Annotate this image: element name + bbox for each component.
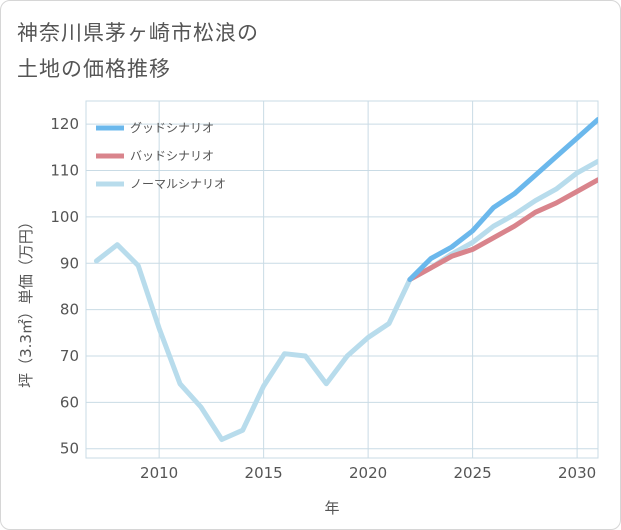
x-axis-ticks: 2010 2015 2020 2025 2030: [140, 464, 596, 482]
x-tick-label: 2015: [245, 464, 283, 482]
x-tick-label: 2030: [558, 464, 596, 482]
legend-label[interactable]: グッドシナリオ: [130, 121, 214, 135]
y-tick-label: 100: [50, 208, 79, 226]
y-tick-label: 50: [60, 440, 79, 458]
legend-label[interactable]: バッドシナリオ: [130, 149, 214, 163]
chart-title: 神奈川県茅ヶ崎市松浪の 土地の価格推移: [17, 15, 377, 87]
legend-label[interactable]: ノーマルシナリオ: [130, 177, 226, 191]
series-line-1: [407, 117, 598, 282]
series-line-3: [93, 158, 598, 442]
x-tick-label: 2010: [140, 464, 178, 482]
chart-title-line2: 土地の価格推移: [17, 57, 171, 81]
x-axis-label: 年: [324, 499, 339, 517]
y-tick-label: 70: [60, 347, 79, 365]
y-tick-label: 60: [60, 393, 79, 411]
y-axis-ticks: 50 60 70 80 90 100 110 120: [50, 115, 79, 458]
plot-area: [85, 100, 599, 459]
x-tick-label: 2025: [454, 464, 492, 482]
chart-title-line1: 神奈川県茅ヶ崎市松浪の: [17, 21, 259, 45]
x-tick-label: 2020: [349, 464, 387, 482]
y-tick-label: 110: [50, 162, 79, 180]
y-tick-label: 120: [50, 115, 79, 133]
series-line-2: [407, 177, 598, 282]
y-tick-label: 90: [60, 254, 79, 272]
y-tick-label: 80: [60, 301, 79, 319]
y-axis-label: 坪（3.3㎡）単価（万円）: [17, 214, 35, 388]
series-lines: [93, 117, 598, 442]
